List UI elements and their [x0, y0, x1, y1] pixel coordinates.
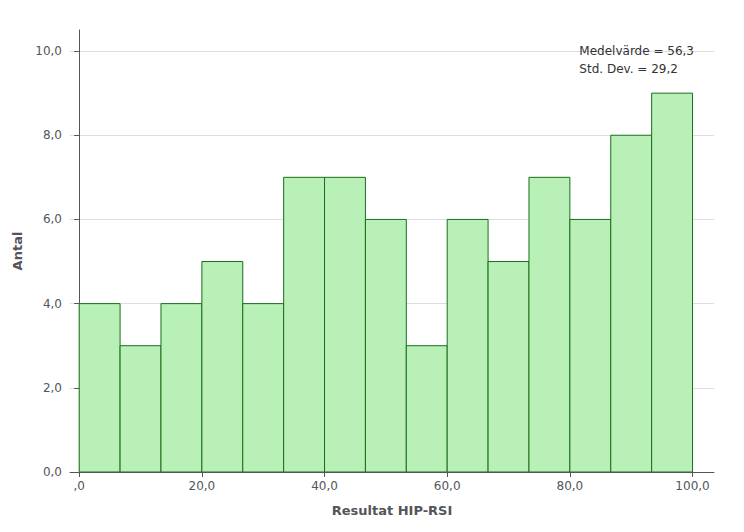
svg-text:40,0: 40,0: [311, 479, 338, 493]
svg-text:Antal: Antal: [10, 232, 25, 271]
svg-text:Resultat HIP-RSI: Resultat HIP-RSI: [332, 503, 453, 518]
svg-text:Std. Dev. = 29,2: Std. Dev. = 29,2: [579, 62, 678, 76]
svg-text:60,0: 60,0: [434, 479, 461, 493]
svg-text:10,0: 10,0: [35, 44, 62, 58]
svg-text:0,0: 0,0: [43, 465, 62, 479]
svg-text:,0: ,0: [73, 479, 84, 493]
svg-text:Medelvärde = 56,3: Medelvärde = 56,3: [579, 44, 694, 58]
svg-text:8,0: 8,0: [43, 128, 62, 142]
svg-text:2,0: 2,0: [43, 381, 62, 395]
svg-text:4,0: 4,0: [43, 297, 62, 311]
svg-text:100,0: 100,0: [675, 479, 709, 493]
svg-text:6,0: 6,0: [43, 212, 62, 226]
svg-text:20,0: 20,0: [189, 479, 216, 493]
svg-text:80,0: 80,0: [557, 479, 584, 493]
